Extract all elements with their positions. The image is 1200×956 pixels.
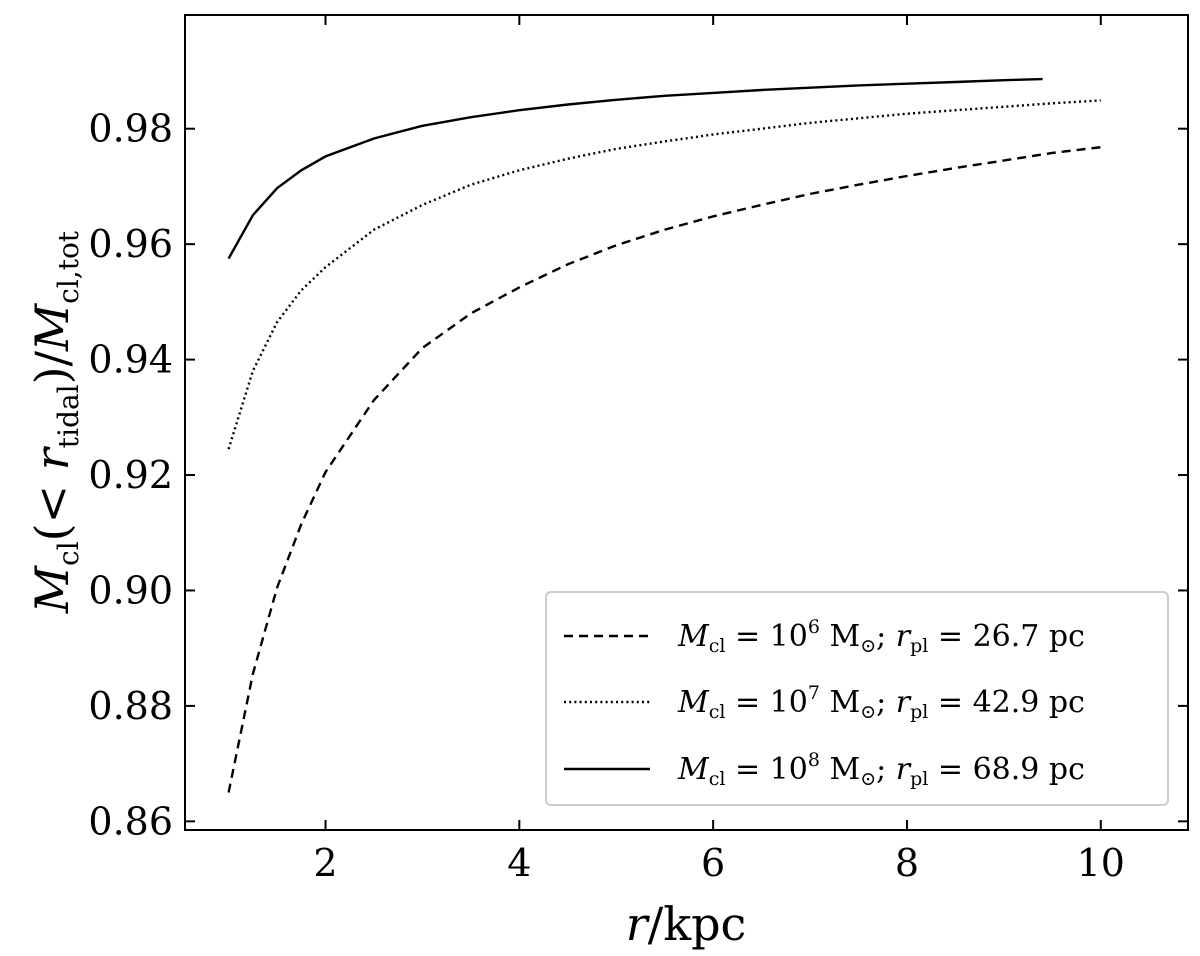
series-line-dotted <box>227 99 1101 450</box>
legend-label-part: = 10 <box>725 619 807 654</box>
legend-label-part: ; <box>876 685 896 720</box>
y-label-sub1: cl <box>52 541 85 566</box>
legend-label-part: M <box>820 752 860 787</box>
legend-label: Mcl = 106 M⊙; rpl = 26.7 pc <box>677 616 1085 657</box>
ticks-layer: 2 4 6 8 10 0.86 0.88 0.90 0.92 0.94 0.96 0.98 <box>88 15 1188 885</box>
y-label-m2: M <box>25 302 79 352</box>
y-tick-label: 0.90 <box>88 568 173 612</box>
y-label-sub2: tidal <box>52 384 85 448</box>
legend-label: Mcl = 108 M⊙; rpl = 68.9 pc <box>677 749 1085 790</box>
y-tick-label: 0.96 <box>88 222 173 266</box>
x-tick-label: 8 <box>895 841 919 885</box>
legend-label-part: ⊙ <box>860 635 876 657</box>
legend-label-part: cl <box>709 768 726 790</box>
y-label-mid1: (< <box>25 470 79 541</box>
legend-label-part: r <box>896 685 912 720</box>
legend-label-part: cl <box>709 635 726 657</box>
y-label-m1: M <box>25 564 79 614</box>
legend-label-part: ⊙ <box>860 768 876 790</box>
series-line-solid <box>227 77 1043 260</box>
x-axis-label: r/kpc <box>626 897 747 951</box>
y-label-mid2: )/ <box>25 350 79 384</box>
x-tick-label: 4 <box>507 841 531 885</box>
legend-label-part: M <box>677 685 710 720</box>
y-tick-label: 0.92 <box>88 453 173 497</box>
x-axis-label-unit: /kpc <box>648 897 747 951</box>
legend-label-part: r <box>896 619 912 654</box>
legend-label-part: M <box>820 619 860 654</box>
legend-label-part: M <box>677 752 710 787</box>
legend-label-part: = 10 <box>725 685 807 720</box>
legend-label: Mcl = 107 M⊙; rpl = 42.9 pc <box>677 682 1085 723</box>
plot-frame <box>184 14 1189 831</box>
legend-label-part: 8 <box>808 749 820 771</box>
legend-label-part: r <box>896 752 912 787</box>
y-tick-label: 0.94 <box>88 338 173 382</box>
legend-label-part: = 26.7 pc <box>928 619 1085 654</box>
y-label-sub3: cl,tot <box>52 230 85 304</box>
legend-label-part: = 68.9 pc <box>928 752 1085 787</box>
x-tick-label: 6 <box>701 841 725 885</box>
x-tick-label: 10 <box>1077 841 1125 885</box>
legend-label-part: M <box>677 619 710 654</box>
x-axis-label-var: r <box>626 897 651 951</box>
x-tick-label: 2 <box>313 841 337 885</box>
legend-box <box>545 591 1169 806</box>
legend-label-part: ⊙ <box>860 701 876 723</box>
legend-label-part: ; <box>876 752 896 787</box>
legend-label-part: 6 <box>808 616 820 638</box>
y-tick-label: 0.88 <box>88 684 173 728</box>
legend-label-part: = 10 <box>725 752 807 787</box>
legend-label-part: ; <box>876 619 896 654</box>
legend-label-part: 7 <box>808 682 820 704</box>
legend-label-part: M <box>820 685 860 720</box>
series-layer <box>227 77 1101 793</box>
legend-label-part: pl <box>910 768 928 790</box>
legend-label-part: cl <box>709 701 726 723</box>
y-tick-label: 0.98 <box>88 107 173 151</box>
y-axis-label: Mcl(< rtidal)/Mcl,tot <box>25 230 85 614</box>
legend-label-part: pl <box>910 701 928 723</box>
legend-label-part: pl <box>910 635 928 657</box>
y-label-r: r <box>25 445 79 470</box>
y-tick-label: 0.86 <box>88 799 173 843</box>
legend-label-part: = 42.9 pc <box>928 685 1085 720</box>
